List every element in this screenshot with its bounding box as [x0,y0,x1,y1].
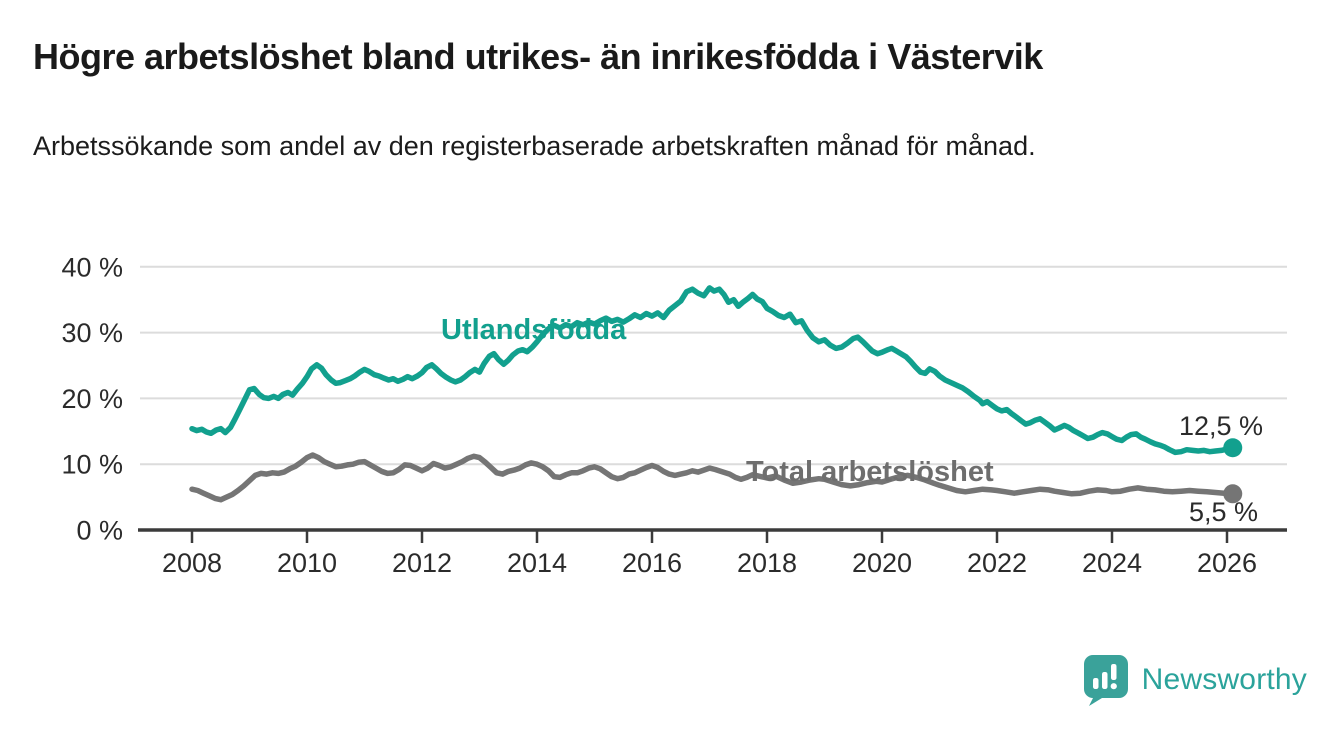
x-axis-tick-label: 2014 [507,548,567,578]
line-utlandsf-dda [189,285,1236,456]
series-label-utlandsfodda: Utlandsfödda [441,314,627,346]
y-axis-tick-label: 20 % [61,384,123,414]
page-title: Högre arbetslöshet bland utrikes- än inr… [33,36,1043,77]
end-dot-total-arbetsl-shet [1223,484,1243,504]
chart-subtitle: Arbetssökande som andel av den registerb… [33,131,1036,161]
series-label-total-arbetsloshet: Total arbetslöshet [746,456,994,488]
end-value-label-utlandsfodda: 12,5 % [1178,411,1263,441]
y-axis-tick-label: 0 % [76,516,123,546]
x-axis-tick-label: 2008 [162,548,222,578]
x-axis-tick-label: 2012 [392,548,452,578]
end-value-label-total: 5,5 % [1188,497,1258,527]
x-axis-tick-label: 2026 [1197,548,1257,578]
newsworthy-logo-text: Newsworthy [1141,663,1307,696]
x-axis-tick-label: 2018 [737,548,797,578]
y-axis-tick-label: 30 % [61,318,123,348]
bar-chart-speech-bubble-icon [1083,655,1128,706]
newsworthy-branding: Newsworthy [1083,654,1307,706]
end-dot-utlandsf-dda [1223,438,1243,458]
x-axis-tick-label: 2016 [622,548,682,578]
y-axis-tick-label: 40 % [61,252,123,282]
y-axis-tick-label: 10 % [61,450,123,480]
x-axis-tick-label: 2020 [852,548,912,578]
x-axis-tick-label: 2024 [1082,548,1142,578]
x-axis-tick-label: 2010 [277,548,337,578]
x-axis-tick-label: 2022 [967,548,1027,578]
line-total-arbetsl-shet [189,452,1236,503]
